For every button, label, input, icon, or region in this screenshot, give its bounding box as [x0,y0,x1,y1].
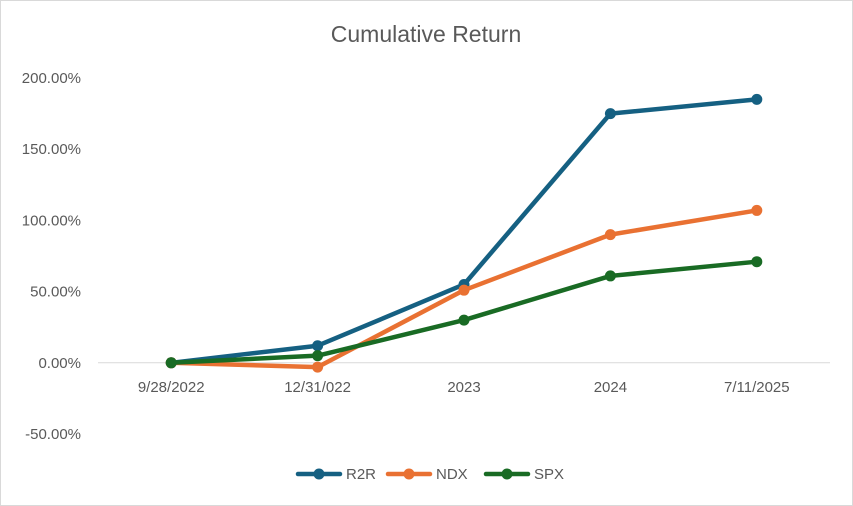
legend-item-r2r: R2R [295,466,376,483]
y-tick-label: 50.00% [30,284,81,301]
series-line-spx [168,259,760,366]
legend-label: R2R [346,466,376,483]
legend-label: SPX [534,466,564,483]
legend-swatch-marker [403,468,415,480]
x-axis-labels: 9/28/2022 12/31/022 2023 2024 7/11/2025 [138,379,790,396]
legend-swatch-marker [501,468,513,480]
data-point-spx [751,256,763,268]
series-layer [165,93,763,373]
legend-swatch-marker [313,468,325,480]
y-tick-label: -50.00% [25,426,81,443]
legend: R2R NDX SPX [295,466,564,483]
data-point-r2r [604,108,616,120]
data-point-spx [312,350,324,362]
data-point-r2r [312,340,324,352]
data-point-spx [604,270,616,282]
data-point-spx [458,314,470,326]
legend-item-ndx: NDX [385,466,468,483]
y-axis-labels: 200.00% 150.00% 100.00% 50.00% 0.00% -50.00% [22,70,81,443]
data-point-ndx [751,204,763,216]
y-tick-label: 150.00% [22,141,81,158]
x-tick-label: 2024 [594,379,627,396]
legend-label: NDX [436,466,468,483]
legend-item-spx: SPX [483,466,564,483]
data-point-ndx [458,284,470,296]
y-tick-label: 0.00% [38,355,81,372]
x-tick-label: 12/31/022 [284,379,351,396]
data-point-spx [165,357,177,369]
x-tick-label: 7/11/2025 [724,379,790,396]
chart-title: Cumulative Return [331,21,521,47]
y-tick-label: 200.00% [22,70,81,87]
data-point-ndx [604,229,616,241]
y-tick-label: 100.00% [22,212,81,229]
data-point-ndx [312,361,324,373]
x-tick-label: 2023 [447,379,480,396]
data-point-r2r [751,93,763,105]
x-tick-label: 9/28/2022 [138,379,205,396]
